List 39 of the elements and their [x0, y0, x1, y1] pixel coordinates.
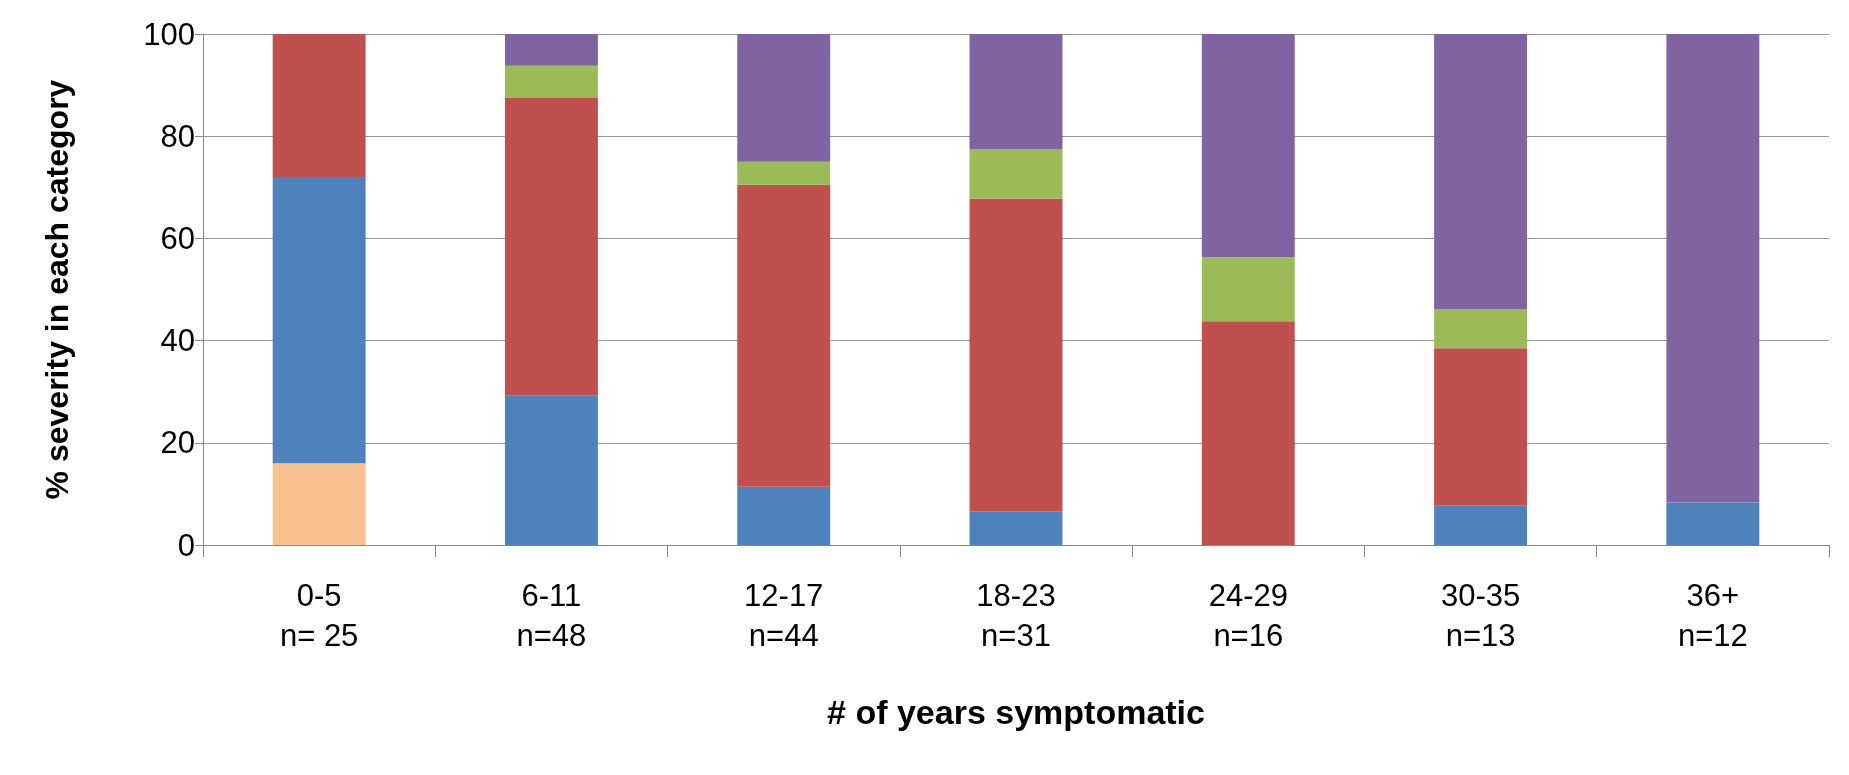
y-tick-label: 40: [160, 323, 195, 359]
bar: [504, 395, 598, 545]
y-axis-title: % severity in each category: [39, 79, 75, 500]
x-tick-label: 12-17 n=44: [744, 577, 824, 653]
x-tick-label: 18-23 n=31: [976, 577, 1056, 653]
bar: [737, 161, 831, 185]
bar: [969, 34, 1063, 149]
y-tick-label: 0: [177, 527, 195, 563]
bar: [1666, 34, 1760, 503]
bar: [1434, 505, 1528, 545]
bar: [737, 486, 831, 545]
bar: [1201, 34, 1295, 258]
bar: [504, 65, 598, 98]
bar: [1666, 502, 1760, 545]
bar: [504, 97, 598, 396]
bar: [1434, 348, 1528, 506]
bar: [272, 463, 366, 545]
x-tick-label: 36+ n=12: [1677, 577, 1748, 653]
x-tick-label: 6-11 n=48: [516, 577, 587, 653]
bar: [737, 34, 831, 162]
x-axis-title: # of years symptomatic: [827, 693, 1205, 731]
y-tick-label: 80: [160, 118, 195, 154]
bar: [969, 198, 1063, 512]
bar: [272, 177, 366, 464]
bar: [504, 34, 598, 66]
bar: [1201, 257, 1295, 322]
x-tick-label: 24-29 n=16: [1208, 577, 1288, 653]
bar: [1201, 321, 1295, 545]
bar: [969, 511, 1063, 545]
x-tick-label: 30-35 n=13: [1440, 577, 1521, 653]
y-tick-label: 20: [160, 425, 195, 461]
bar: [1434, 308, 1528, 349]
y-tick-label: 100: [143, 16, 195, 52]
bar: [737, 184, 831, 487]
y-tick-label: 60: [160, 220, 195, 256]
bar: [272, 34, 366, 178]
x-tick-label: 0-5 n= 25: [279, 577, 359, 653]
bar: [1434, 34, 1528, 309]
bar: [969, 148, 1063, 199]
